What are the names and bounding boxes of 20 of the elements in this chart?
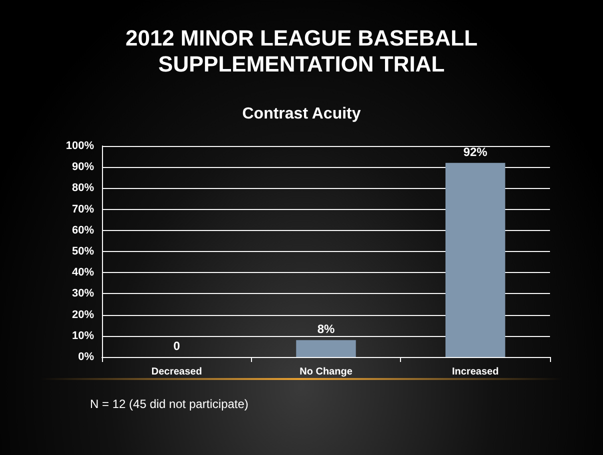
y-tick-label: 80% bbox=[72, 182, 94, 194]
chart-subtitle: Contrast Acuity bbox=[242, 106, 361, 122]
data-label: 92% bbox=[463, 144, 488, 159]
text: N = 12 (45 did not participate) bbox=[90, 397, 248, 411]
chart-title: 2012 MINOR LEAGUE BASEBALL SUPPLEMENTATION TRIAL bbox=[125, 26, 478, 76]
y-tick-label: 0% bbox=[78, 351, 94, 363]
data-label: 8% bbox=[317, 322, 335, 336]
y-tick-label: 30% bbox=[72, 288, 94, 300]
y-tick-label: 50% bbox=[72, 246, 94, 258]
x-tick-label: Increased bbox=[452, 366, 499, 378]
y-tick-label: 60% bbox=[72, 224, 94, 236]
y-tick-label: 90% bbox=[72, 161, 94, 174]
y-tick-label: 20% bbox=[72, 308, 94, 321]
y-tick-label: 40% bbox=[72, 266, 94, 279]
x-tick-label: No Change bbox=[300, 366, 353, 378]
x-tick-label: Decreased bbox=[151, 366, 202, 378]
y-tick-label: 10% bbox=[72, 330, 94, 342]
y-tick-label: 100% bbox=[66, 140, 94, 152]
data-label: 0 bbox=[173, 339, 180, 353]
y-tick-label: 70% bbox=[72, 203, 94, 216]
